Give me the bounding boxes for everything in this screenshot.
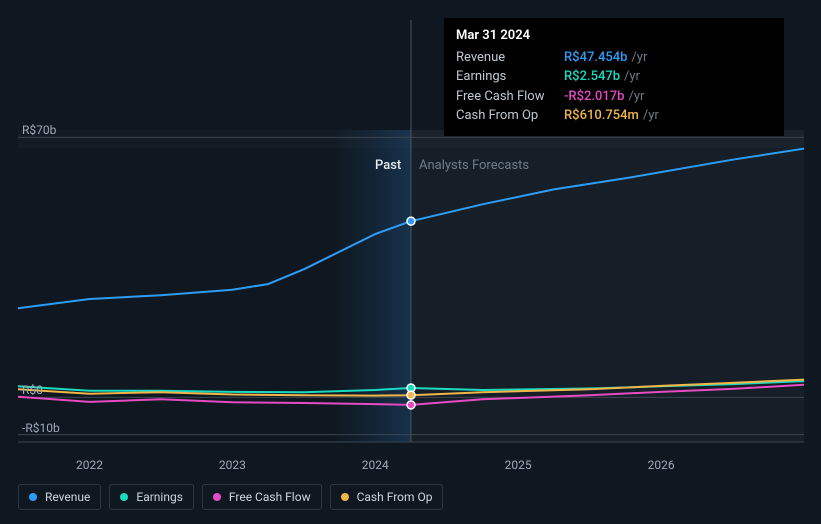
tooltip-row-unit: /yr <box>643 106 659 126</box>
x-axis-label: 2024 <box>362 458 389 472</box>
hover-marker <box>407 217 415 225</box>
legend-dot <box>213 493 221 501</box>
tooltip-row-unit: /yr <box>631 48 647 68</box>
tooltip-row-value: R$47.454b <box>564 48 627 68</box>
tooltip-row-unit: /yr <box>624 67 640 87</box>
tooltip-row-label: Free Cash Flow <box>456 87 564 107</box>
legend-item-cash-from-op[interactable]: Cash From Op <box>330 484 444 510</box>
legend-label: Free Cash Flow <box>229 490 311 504</box>
tooltip-row-value: R$610.754m <box>564 106 639 126</box>
y-axis-label: R$0 <box>22 383 43 397</box>
legend-label: Revenue <box>45 490 90 504</box>
tooltip-row: RevenueR$47.454b/yr <box>456 48 772 68</box>
hover-marker <box>407 401 415 409</box>
x-axis-label: 2026 <box>648 458 675 472</box>
x-axis-label: 2025 <box>505 458 532 472</box>
tooltip-title: Mar 31 2024 <box>456 26 772 46</box>
x-axis-label: 2022 <box>76 458 103 472</box>
legend-label: Cash From Op <box>357 490 433 504</box>
tooltip-row-label: Earnings <box>456 67 564 87</box>
tooltip-row: Free Cash Flow-R$2.017b/yr <box>456 87 772 107</box>
legend-dot <box>341 493 349 501</box>
y-axis-label: R$70b <box>22 123 56 137</box>
legend-dot <box>120 493 128 501</box>
tooltip-row-unit: /yr <box>628 87 644 107</box>
legend-item-free-cash-flow[interactable]: Free Cash Flow <box>202 484 322 510</box>
region-label-past: Past <box>375 158 401 173</box>
tooltip-row: Cash From OpR$610.754m/yr <box>456 106 772 126</box>
tooltip-row-value: -R$2.017b <box>564 87 624 107</box>
legend-item-revenue[interactable]: Revenue <box>18 484 101 510</box>
legend-label: Earnings <box>136 490 183 504</box>
legend: Revenue Earnings Free Cash Flow Cash From O… <box>18 484 443 510</box>
hover-tooltip: Mar 31 2024 RevenueR$47.454b/yrEarningsR… <box>444 18 784 136</box>
tooltip-row-label: Revenue <box>456 48 564 68</box>
tooltip-row-value: R$2.547b <box>564 67 620 87</box>
legend-dot <box>29 493 37 501</box>
region-label-forecast: Analysts Forecasts <box>419 158 529 173</box>
tooltip-row-label: Cash From Op <box>456 106 564 126</box>
tooltip-row: EarningsR$2.547b/yr <box>456 67 772 87</box>
x-axis-label: 2023 <box>219 458 246 472</box>
hover-marker <box>407 391 415 399</box>
legend-item-earnings[interactable]: Earnings <box>109 484 194 510</box>
y-axis-label: -R$10b <box>22 421 60 435</box>
